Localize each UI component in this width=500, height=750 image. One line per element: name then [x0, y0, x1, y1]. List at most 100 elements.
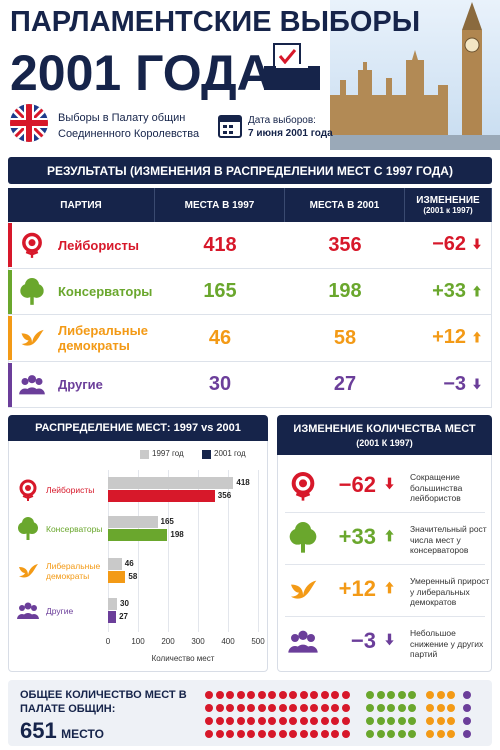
- party-icon: [287, 574, 319, 606]
- seat-dot: [226, 717, 234, 725]
- icon: [20, 277, 44, 305]
- icon: [19, 564, 38, 578]
- seat-count: 46: [208, 326, 232, 349]
- value-label: 198: [170, 530, 184, 539]
- arrow-icon: [473, 285, 481, 296]
- subtitle-line: Соединенного Королевства: [58, 128, 200, 140]
- seat-dot: [376, 730, 385, 738]
- change-description: Сокращение большинства лейбористов: [410, 472, 463, 504]
- x-tick-label: 0: [105, 637, 111, 646]
- grid-line: [108, 470, 109, 632]
- change-value: +12: [338, 576, 376, 601]
- seat-dot: [236, 691, 245, 699]
- column-label: МЕСТА В 1997: [184, 199, 255, 211]
- value-label: 356: [217, 491, 232, 500]
- seat-dot: [278, 691, 287, 699]
- seat-dot: [331, 704, 339, 712]
- table-header-cell: МЕСТА В 2001: [285, 188, 405, 222]
- seat-dot: [215, 691, 224, 699]
- seat-dot: [268, 691, 276, 699]
- seat-dot: [205, 691, 213, 699]
- seat-dot: [447, 730, 455, 738]
- seat-dot: [226, 704, 234, 712]
- party-icon: [18, 277, 46, 306]
- party-icon: [16, 517, 40, 541]
- seat-dot: [397, 704, 406, 712]
- seat-dot: [268, 717, 276, 725]
- table-header-cell: МЕСТА В 1997: [155, 188, 285, 222]
- seat-dot: [215, 717, 224, 725]
- seat-dot: [289, 717, 297, 725]
- parliament-illustration: [330, 0, 500, 150]
- seat-dot: [299, 730, 308, 738]
- grid-line: [258, 470, 259, 632]
- x-tick-label: 400: [221, 637, 235, 646]
- legend-swatch: [140, 450, 149, 459]
- title-line-1: ПАРЛАМЕНТСКИЕ ВЫБОРЫ: [10, 6, 421, 38]
- seat-dot: [341, 717, 350, 725]
- seat-dot: [366, 717, 374, 725]
- arrow-icon: [385, 477, 394, 490]
- seat-dot: [299, 717, 308, 725]
- seat-dot: [257, 691, 266, 699]
- uk-flag: [10, 104, 48, 142]
- title-line-2: 2001 ГОДА: [10, 45, 273, 101]
- subtitle-line: Выборы в Палату общин: [58, 112, 186, 124]
- total-value-block: 651 МЕСТО: [20, 718, 104, 744]
- seat-dot: [447, 717, 455, 725]
- x-tick-label: 300: [191, 637, 205, 646]
- seat-dot: [331, 730, 339, 738]
- seat-dot: [436, 717, 445, 725]
- change-arrow: [382, 476, 397, 491]
- change-description: Умеренный прирост у либеральных демократ…: [410, 576, 490, 608]
- change-value: −62: [432, 233, 466, 255]
- arrow-icon: [473, 238, 481, 250]
- subtitle: Выборы в Палату общин Соединенного Корол…: [58, 110, 199, 142]
- column-label: ИЗМЕНЕНИЕ: [416, 195, 480, 206]
- ballot-box-icon: [264, 43, 320, 90]
- seat-dot: [310, 704, 318, 712]
- seat-dot: [341, 704, 350, 712]
- party-icon: [16, 478, 40, 502]
- icon: [17, 602, 39, 619]
- column-label: ПАРТИЯ: [60, 199, 102, 211]
- seat-dot: [236, 730, 245, 738]
- arrow-icon: [385, 581, 394, 594]
- x-tick-label: 100: [131, 637, 145, 646]
- bar: [108, 598, 117, 610]
- seat-dot: [387, 691, 395, 699]
- seat-dot: [408, 691, 416, 699]
- seat-dot: [387, 704, 395, 712]
- seat-dot: [331, 691, 339, 699]
- party-icon: [16, 559, 40, 583]
- seat-dot: [257, 704, 266, 712]
- changes-header: ИЗМЕНЕНИЕ КОЛИЧЕСТВА МЕСТ (2001 К 1997): [277, 415, 492, 455]
- icon: [291, 472, 315, 501]
- category-label: Лейбористы: [46, 485, 95, 495]
- bar: [108, 558, 122, 570]
- row-color-bar: [8, 269, 12, 314]
- seat-dot: [236, 717, 245, 725]
- seat-dot: [278, 704, 287, 712]
- seat-dot: [310, 717, 318, 725]
- grid-line: [198, 470, 199, 632]
- bar: [108, 477, 234, 489]
- parliament-image: [330, 0, 500, 150]
- seat-dot: [341, 691, 350, 699]
- seat-dot: [436, 730, 445, 738]
- legend-label: 1997 год: [152, 449, 184, 458]
- category-label: Консерваторы: [46, 524, 103, 534]
- icon: [19, 374, 45, 394]
- seat-dot: [247, 730, 255, 738]
- seat-count: 30: [208, 373, 232, 395]
- party-name: Либеральные демократы: [58, 323, 148, 353]
- seat-dot: [366, 730, 374, 738]
- party-icon: [18, 324, 46, 352]
- icon: [21, 329, 44, 346]
- arrow-icon: [473, 378, 481, 389]
- icon: [22, 232, 42, 258]
- party-icon: [18, 231, 46, 259]
- seat-dot: [436, 704, 445, 712]
- change-arrow: [470, 377, 484, 391]
